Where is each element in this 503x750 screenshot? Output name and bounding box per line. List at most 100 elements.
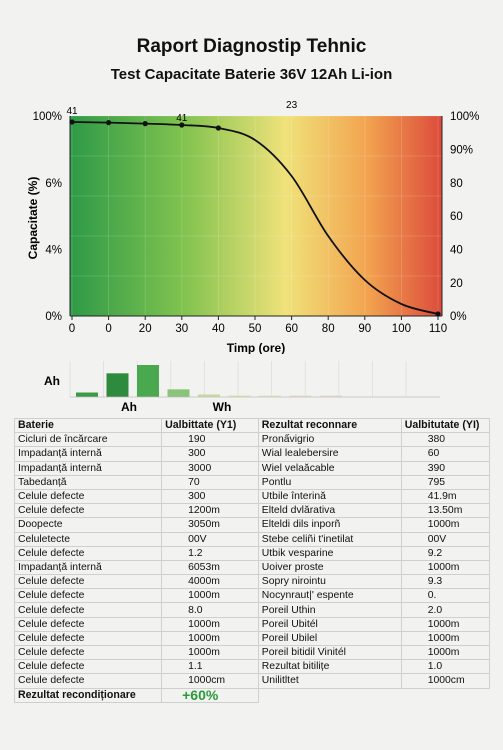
report-subtitle: Test Capacitate Baterie 36V 12Ah Li-ion bbox=[110, 66, 393, 83]
capacity-line bbox=[71, 121, 439, 315]
table-cell: 380 bbox=[400, 432, 491, 448]
y-left-tick-label: 0% bbox=[45, 311, 62, 323]
table-cell: Poreil Uthin bbox=[257, 602, 402, 618]
table-cell: 390 bbox=[400, 460, 491, 476]
table-cell: 2.0 bbox=[400, 602, 491, 618]
table-row: Celule defecte 1.2 Utbik vesparine 9.2 bbox=[13, 545, 491, 561]
table-cell: Poreil bitidil Vinitél bbox=[257, 644, 402, 661]
table-cell: Pontlu bbox=[257, 474, 402, 490]
result-value: +60% bbox=[161, 687, 259, 703]
table-cell: Celule defecte bbox=[13, 545, 163, 561]
x-tick-label: 0 bbox=[105, 323, 111, 335]
table-cell: Poreil Ubilel bbox=[257, 630, 402, 647]
x-tick-label: 80 bbox=[322, 323, 335, 335]
result-row: Rezultat recondiționare +60% bbox=[13, 687, 490, 703]
y-right-tick-label: 0% bbox=[450, 311, 467, 323]
table-row: Celule defecte 1000m Poreil bitidil Vinité… bbox=[13, 644, 491, 661]
table-cell: 1000m bbox=[161, 588, 259, 604]
y-left-tick-label: 4% bbox=[45, 244, 62, 256]
table-cell: Sopry nirointu bbox=[257, 574, 402, 590]
table-cell: Poreil Ubitél bbox=[257, 616, 402, 632]
y-left-tick-label: 100% bbox=[33, 111, 62, 123]
chart-plot-area bbox=[70, 116, 442, 316]
x-tick-label: 40 bbox=[212, 323, 225, 335]
chart-annotation: 41 bbox=[176, 113, 188, 124]
table-cell: Rezultat bitilițe bbox=[257, 659, 402, 675]
table-cell: 1000m bbox=[400, 644, 491, 661]
y-axis-left-ticks: 0% 4% 6% 100% bbox=[33, 111, 62, 323]
table-cell: Tabedanță bbox=[13, 474, 163, 490]
table-cell: Cicluri de încărcare bbox=[13, 432, 163, 448]
data-point bbox=[69, 119, 75, 125]
report-title: Raport Diagnostip Tehnic bbox=[136, 36, 367, 57]
y-right-tick-label: 100% bbox=[450, 111, 479, 123]
table-cell: Celule defecte bbox=[13, 588, 163, 604]
table-cell: Celule defecte bbox=[13, 488, 163, 505]
mini-bar bbox=[198, 394, 220, 397]
table-cell: 795 bbox=[400, 474, 491, 490]
mini-bar bbox=[259, 395, 281, 397]
chart-gridlines bbox=[69, 115, 443, 317]
data-point bbox=[215, 125, 221, 131]
mini-bar bbox=[320, 395, 342, 397]
table-cell: Celule defecte bbox=[13, 659, 163, 675]
x-tick-label: 100 bbox=[392, 323, 411, 335]
chart-annotation: 23 bbox=[286, 100, 298, 111]
y-right-tick-label: 60 bbox=[450, 211, 463, 223]
data-point bbox=[435, 311, 441, 317]
mini-chart-wh-label: Wh bbox=[213, 400, 232, 414]
chart-annotations: 41 41 23 bbox=[66, 100, 297, 124]
result-label: Rezultat recondiționare bbox=[13, 687, 163, 703]
table-cell: 1200m bbox=[161, 503, 259, 519]
table-row: Tabedanță 70 Pontlu 795 bbox=[13, 474, 491, 490]
table-row: Celule defecte 1.1 Rezultat bitilițe 1.0 bbox=[13, 659, 491, 675]
diagnostic-table: Baterie Ualbittate (Y1) Rezultat reconna… bbox=[13, 417, 491, 703]
data-point bbox=[179, 122, 185, 128]
header-battery: Baterie bbox=[13, 417, 163, 434]
table-cell: Celule defecte bbox=[13, 574, 163, 590]
table-row: Impadanță internă 3000 Wiel velaăcable 390 bbox=[13, 460, 491, 476]
table-row: Cicluri de încărcare 190 Pronấvigrio 380 bbox=[13, 432, 491, 448]
table-cell: Uoiver proste bbox=[257, 559, 402, 576]
table-row: Celule defecte 1000cm Unilitltet 1000cm bbox=[13, 673, 491, 689]
chart-annotation: 41 bbox=[66, 106, 78, 117]
table-cell: 60 bbox=[400, 446, 491, 462]
table-cell: 300 bbox=[161, 488, 259, 505]
table-cell: 00V bbox=[161, 531, 259, 547]
mini-bar bbox=[167, 389, 190, 397]
table-cell: 1000m bbox=[161, 630, 259, 647]
table-cell: 4000m bbox=[161, 574, 259, 590]
header-value-2: Ualbitutate (YI) bbox=[400, 417, 491, 434]
mini-bar bbox=[289, 395, 312, 397]
capacity-mini-chart: Ah Ah Wh bbox=[44, 361, 440, 414]
header-value-1: Ualbittate (Y1) bbox=[161, 417, 259, 434]
table-cell: Elteld dvlărativa bbox=[257, 503, 402, 519]
table-row: Celule defecte 1000m Poreil Ubitél 1000m bbox=[13, 616, 491, 632]
table-cell: 1000cm bbox=[400, 673, 491, 689]
data-point bbox=[106, 120, 112, 126]
table-cell: 1000m bbox=[161, 616, 259, 632]
table-row: Celule defecte 4000m Sopry nirointu 9.3 bbox=[13, 574, 491, 590]
table-cell: 1000m bbox=[400, 559, 491, 576]
table-cell: 8.0 bbox=[161, 602, 259, 618]
table-cell: 3050m bbox=[161, 517, 259, 533]
y-right-tick-label: 80 bbox=[450, 178, 463, 190]
table-cell: Pronấvigrio bbox=[257, 432, 402, 448]
x-tick-label: 90 bbox=[358, 323, 371, 335]
table-row: Impadanță internă 300 Wial lealebersire 60 bbox=[13, 446, 491, 462]
table-cell: 190 bbox=[161, 432, 259, 448]
table-row: Celule defecte 8.0 Poreil Uthin 2.0 bbox=[13, 602, 491, 618]
table-cell: 9.2 bbox=[400, 545, 491, 561]
mini-chart-left-label: Ah bbox=[44, 374, 60, 388]
x-axis-label: Timp (ore) bbox=[227, 341, 285, 354]
x-tick-label: 50 bbox=[249, 323, 262, 335]
table-cell: 00V bbox=[400, 531, 491, 547]
table-cell: Nocynraut|' espente bbox=[257, 588, 402, 604]
table-row: Celuletecte 00V Stebe celiñi t'inetilat 00V bbox=[13, 531, 491, 547]
table-cell: Celule defecte bbox=[13, 602, 163, 618]
table-cell: 1.1 bbox=[161, 659, 259, 675]
table-cell: 1000m bbox=[161, 644, 259, 661]
table-cell: Wiel velaăcable bbox=[257, 460, 402, 476]
data-point bbox=[142, 121, 148, 127]
x-tick-label: 110 bbox=[429, 323, 447, 335]
